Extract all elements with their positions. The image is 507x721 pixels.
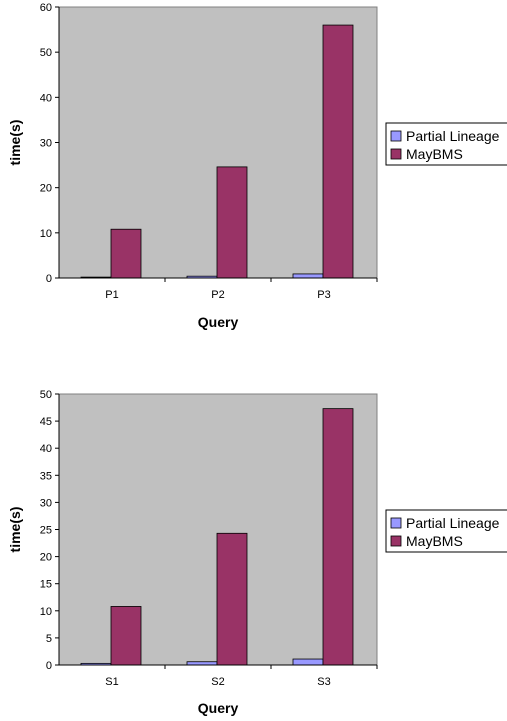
y-axis-title: time(s) [7, 507, 23, 553]
x-tick-label: P2 [211, 289, 224, 301]
legend-swatch [390, 535, 402, 547]
x-tick-label: P1 [105, 289, 118, 301]
y-tick-label: 60 [40, 2, 52, 14]
bar-partial-lineage-p3 [292, 273, 324, 279]
y-tick-label: 10 [40, 228, 52, 240]
legend-swatch [390, 130, 402, 142]
bar-maybms-p1 [110, 228, 142, 279]
x-tick-label: S2 [211, 676, 224, 688]
y-tick-label: 30 [40, 138, 52, 150]
x-axis-title: Query [198, 700, 239, 716]
bar-maybms-p3 [322, 24, 354, 279]
legend: Partial Lineage MayBMS [385, 122, 507, 166]
bar-maybms-s2 [216, 532, 248, 666]
y-tick-label: 5 [46, 633, 52, 645]
legend-label: Partial Lineage [406, 128, 500, 144]
chart-bottom: 0 5 10 15 20 25 30 35 40 45 50 S1 S2 S3 Query time(s… [7, 389, 507, 716]
y-tick-label: 15 [40, 579, 52, 591]
y-tick-label: 50 [40, 389, 52, 401]
bar-maybms-s1 [110, 606, 142, 666]
y-tick-label: 20 [40, 183, 52, 195]
legend-swatch [390, 517, 402, 529]
legend-box [385, 509, 507, 553]
chart-top: 0 10 20 30 40 50 60 P1 P2 P3 Query time(s) Parti… [7, 2, 507, 330]
y-tick-label: 40 [40, 92, 52, 104]
x-tick-label: S3 [317, 676, 330, 688]
legend-label: MayBMS [406, 533, 463, 549]
x-axis-title: Query [198, 314, 239, 330]
legend-label: MayBMS [406, 146, 463, 162]
legend: Partial Lineage MayBMS [385, 509, 507, 553]
y-tick-label: 45 [40, 416, 52, 428]
y-tick-label: 0 [46, 273, 52, 285]
y-tick-label: 40 [40, 443, 52, 455]
y-tick-label: 50 [40, 47, 52, 59]
y-tick-label: 30 [40, 497, 52, 509]
legend-label: Partial Lineage [406, 515, 500, 531]
legend-swatch [390, 148, 402, 160]
legend-box [385, 122, 507, 166]
x-tick-label: P3 [317, 289, 330, 301]
x-tick-label: S1 [105, 676, 118, 688]
bar-maybms-s3 [322, 408, 354, 666]
bar-partial-lineage-s3 [292, 658, 324, 666]
y-tick-label: 0 [46, 660, 52, 672]
y-axis-title: time(s) [7, 120, 23, 166]
bar-maybms-p2 [216, 166, 248, 279]
y-tick-label: 20 [40, 552, 52, 564]
y-tick-label: 35 [40, 470, 52, 482]
y-tick-label: 25 [40, 525, 52, 537]
y-tick-label: 10 [40, 606, 52, 618]
